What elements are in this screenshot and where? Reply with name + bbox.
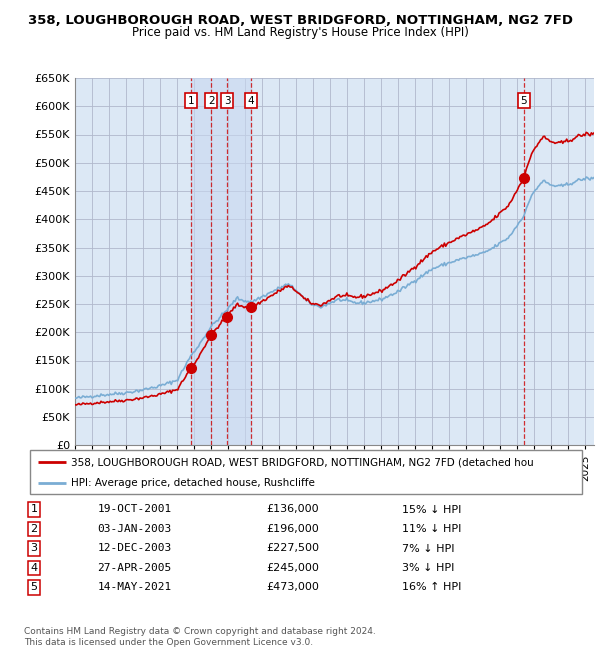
Text: 358, LOUGHBOROUGH ROAD, WEST BRIDGFORD, NOTTINGHAM, NG2 7FD (detached hou: 358, LOUGHBOROUGH ROAD, WEST BRIDGFORD, … — [71, 457, 534, 467]
Text: £227,500: £227,500 — [266, 543, 320, 553]
Text: 4: 4 — [31, 563, 38, 573]
Text: 11% ↓ HPI: 11% ↓ HPI — [402, 524, 461, 534]
Text: 03-JAN-2003: 03-JAN-2003 — [97, 524, 172, 534]
Text: 358, LOUGHBOROUGH ROAD, WEST BRIDGFORD, NOTTINGHAM, NG2 7FD: 358, LOUGHBOROUGH ROAD, WEST BRIDGFORD, … — [28, 14, 572, 27]
Text: 16% ↑ HPI: 16% ↑ HPI — [402, 582, 461, 592]
Text: £245,000: £245,000 — [266, 563, 319, 573]
Text: 12-DEC-2003: 12-DEC-2003 — [97, 543, 172, 553]
Text: HPI: Average price, detached house, Rushcliffe: HPI: Average price, detached house, Rush… — [71, 478, 315, 488]
Text: £136,000: £136,000 — [266, 504, 319, 514]
Text: 15% ↓ HPI: 15% ↓ HPI — [402, 504, 461, 514]
Text: £473,000: £473,000 — [266, 582, 319, 592]
Text: 19-OCT-2001: 19-OCT-2001 — [97, 504, 172, 514]
Text: 7% ↓ HPI: 7% ↓ HPI — [402, 543, 454, 553]
Bar — [191, 78, 251, 445]
Text: 1: 1 — [31, 504, 38, 514]
Text: 1: 1 — [187, 96, 194, 105]
Text: 4: 4 — [247, 96, 254, 105]
Text: 5: 5 — [31, 582, 38, 592]
Text: 5: 5 — [520, 96, 527, 105]
Text: 3: 3 — [31, 543, 38, 553]
Text: 3% ↓ HPI: 3% ↓ HPI — [402, 563, 454, 573]
Text: Contains HM Land Registry data © Crown copyright and database right 2024.
This d: Contains HM Land Registry data © Crown c… — [24, 627, 376, 647]
Text: 3: 3 — [224, 96, 230, 105]
Text: 2: 2 — [208, 96, 214, 105]
Text: 27-APR-2005: 27-APR-2005 — [97, 563, 172, 573]
Text: Price paid vs. HM Land Registry's House Price Index (HPI): Price paid vs. HM Land Registry's House … — [131, 26, 469, 39]
Text: 14-MAY-2021: 14-MAY-2021 — [97, 582, 172, 592]
Text: £196,000: £196,000 — [266, 524, 319, 534]
Text: 2: 2 — [31, 524, 38, 534]
